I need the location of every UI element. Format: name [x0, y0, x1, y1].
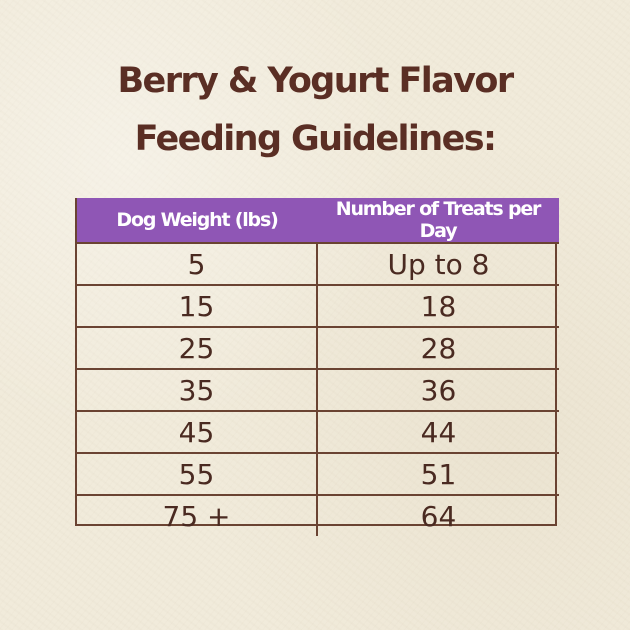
cell-weight: 5 [77, 242, 318, 285]
header-treats-per-day: Number of Treats per Day [317, 198, 559, 243]
table-row: 55 51 [77, 452, 559, 495]
guidelines-table: Dog Weight (lbs) Number of Treats per Da… [77, 198, 559, 536]
cell-treats: 18 [317, 284, 559, 327]
cell-treats: 44 [317, 410, 559, 453]
cell-treats: Up to 8 [317, 242, 559, 285]
cell-treats: 28 [317, 326, 559, 369]
table-row: 5 Up to 8 [77, 242, 559, 285]
cell-weight: 35 [77, 368, 318, 411]
cell-treats: 64 [317, 494, 559, 536]
cell-weight: 25 [77, 326, 318, 369]
title-line-1: Berry & Yogurt Flavor [117, 61, 514, 101]
page-title: Berry & Yogurt Flavor Feeding Guidelines… [0, 52, 630, 168]
feeding-guidelines-table: Dog Weight (lbs) Number of Treats per Da… [75, 198, 559, 536]
table-row: 75 + 64 [77, 494, 559, 536]
cell-weight: 75 + [77, 494, 318, 536]
title-line-2: Feeding Guidelines: [134, 119, 497, 159]
table-header-row: Dog Weight (lbs) Number of Treats per Da… [77, 198, 559, 243]
table-row: 45 44 [77, 410, 559, 453]
header-dog-weight: Dog Weight (lbs) [77, 198, 317, 243]
cell-weight: 15 [77, 284, 318, 327]
cell-treats: 36 [317, 368, 559, 411]
cell-weight: 55 [77, 452, 318, 495]
cell-weight: 45 [77, 410, 318, 453]
table-row: 35 36 [77, 368, 559, 411]
table-row: 25 28 [77, 326, 559, 369]
table-row: 15 18 [77, 284, 559, 327]
cell-treats: 51 [317, 452, 559, 495]
